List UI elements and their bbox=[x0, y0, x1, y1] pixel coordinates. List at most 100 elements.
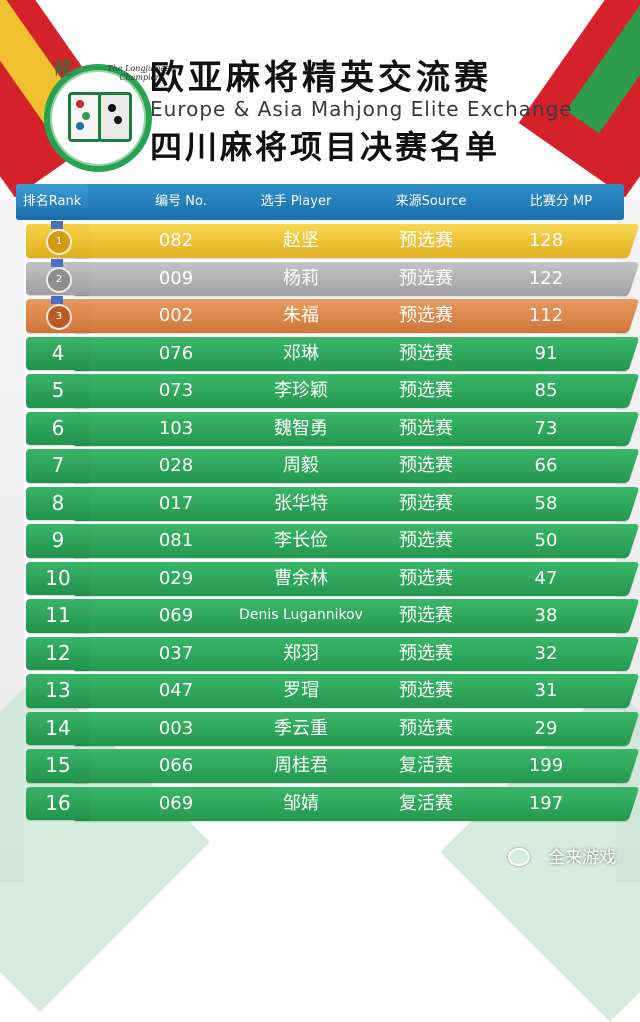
rank-cell: 4 bbox=[26, 336, 90, 370]
cell-player: 李珍颖 bbox=[274, 380, 328, 401]
cell-player: 李长俭 bbox=[274, 530, 328, 551]
cell-source: 预选赛 bbox=[399, 417, 453, 439]
table-row: 11 069 Denis Lugannikov 预选赛 38 bbox=[16, 599, 640, 633]
table-row: 16 069 邹婧 复活赛 197 bbox=[16, 786, 640, 820]
cell-player: 魏智勇 bbox=[274, 417, 328, 439]
cell-mp: 199 bbox=[528, 755, 564, 776]
cell-mp: 91 bbox=[534, 342, 558, 364]
rank-cell: 16 bbox=[26, 786, 90, 820]
cell-mp: 29 bbox=[534, 717, 558, 739]
cell-no: 028 bbox=[158, 455, 194, 476]
cell-no: 017 bbox=[158, 492, 194, 514]
table-row: 7 028 周毅 预选赛 66 bbox=[16, 449, 640, 483]
rank-cell: 11 bbox=[26, 599, 90, 633]
medal-gold-icon: 1 bbox=[46, 229, 72, 255]
cell-no: 082 bbox=[158, 230, 194, 251]
table-row: 6 103 魏智勇 预选赛 73 bbox=[16, 411, 640, 445]
medal-silver-icon: 2 bbox=[46, 266, 72, 293]
page-title: 欧亚麻将精英交流赛 bbox=[150, 58, 492, 98]
cell-mp: 58 bbox=[534, 492, 558, 514]
cell-player: 郑羽 bbox=[283, 642, 319, 664]
rank-cell: 14 bbox=[26, 711, 90, 745]
cell-source: 预选赛 bbox=[399, 230, 453, 251]
cell-mp: 47 bbox=[534, 567, 558, 589]
medal-ribbon bbox=[51, 221, 63, 229]
logo-caption: The Longjumest Champion bbox=[107, 64, 173, 82]
table-row: 15 066 周桂君 复活赛 199 bbox=[16, 749, 640, 783]
cell-mp: 112 bbox=[528, 305, 564, 326]
cell-no: 066 bbox=[158, 755, 194, 776]
table-row: 13 047 罗瑁 预选赛 31 bbox=[16, 674, 640, 708]
cell-mp: 128 bbox=[528, 230, 564, 251]
rank-cell: 10 bbox=[26, 561, 90, 595]
table-row: 5 073 李珍颖 预选赛 85 bbox=[16, 374, 640, 408]
cell-player: 周桂君 bbox=[274, 755, 328, 776]
cell-mp: 50 bbox=[534, 530, 558, 551]
column-header-rank: 排名Rank bbox=[22, 194, 82, 209]
column-header-mp: 比赛分 MP bbox=[529, 194, 593, 209]
table-row: 14 003 季云重 预选赛 29 bbox=[16, 711, 640, 745]
event-logo bbox=[44, 64, 152, 172]
cell-source: 预选赛 bbox=[399, 380, 453, 401]
cell-no: 073 bbox=[158, 380, 194, 401]
cell-mp: 197 bbox=[528, 792, 564, 814]
cell-source: 预选赛 bbox=[399, 680, 453, 701]
cell-player: 张华特 bbox=[274, 492, 328, 514]
medal-ribbon bbox=[51, 296, 63, 304]
column-header-source: 来源Source bbox=[395, 194, 467, 209]
rank-cell: 9 bbox=[26, 524, 90, 558]
rank-cell: 8 bbox=[26, 486, 90, 520]
medal-ribbon bbox=[51, 258, 63, 267]
wechat-icon bbox=[508, 848, 530, 866]
cell-no: 002 bbox=[158, 305, 194, 326]
table-row: 1 082 赵坚 预选赛 128 bbox=[16, 221, 640, 258]
cell-no: 029 bbox=[158, 567, 194, 589]
cell-source: 预选赛 bbox=[399, 530, 453, 551]
cell-source: 复活赛 bbox=[399, 755, 453, 776]
cell-mp: 73 bbox=[534, 417, 558, 439]
page-title-english: Europe & Asia Mahjong Elite Exchange bbox=[150, 97, 573, 121]
page-subtitle: 四川麻将项目决赛名单 bbox=[150, 128, 501, 166]
table-row: 4 076 邓琳 预选赛 91 bbox=[16, 336, 640, 370]
cell-player: Denis Lugannikov bbox=[239, 607, 363, 623]
cell-source: 预选赛 bbox=[399, 605, 453, 626]
cell-no: 076 bbox=[158, 342, 194, 364]
rank-cell: 13 bbox=[26, 674, 90, 708]
dragon-icon: 龍 bbox=[54, 58, 72, 79]
cell-player: 罗瑁 bbox=[283, 680, 319, 701]
cell-no: 103 bbox=[158, 417, 194, 439]
cell-player: 季云重 bbox=[274, 717, 328, 739]
cell-mp: 66 bbox=[534, 455, 558, 476]
cell-player: 邓琳 bbox=[283, 342, 319, 364]
cell-source: 复活赛 bbox=[399, 792, 453, 814]
rank-cell: 5 bbox=[26, 374, 90, 408]
table-row: 3 002 朱福 预选赛 112 bbox=[16, 296, 640, 333]
cell-source: 预选赛 bbox=[399, 642, 453, 664]
cell-no: 037 bbox=[158, 642, 194, 664]
cell-mp: 32 bbox=[534, 642, 558, 664]
rank-cell: 15 bbox=[26, 749, 90, 783]
cell-no: 047 bbox=[158, 680, 194, 701]
cell-source: 预选赛 bbox=[399, 305, 453, 326]
cell-source: 预选赛 bbox=[399, 567, 453, 589]
rank-cell: 7 bbox=[26, 449, 90, 483]
cell-player: 邹婧 bbox=[283, 792, 319, 814]
column-header-player: 选手 Player bbox=[260, 194, 332, 209]
cell-mp: 31 bbox=[534, 680, 558, 701]
cell-player: 赵坚 bbox=[283, 230, 319, 251]
cell-source: 预选赛 bbox=[399, 342, 453, 364]
table-row: 10 029 曹余林 预选赛 47 bbox=[16, 561, 640, 595]
cell-source: 预选赛 bbox=[399, 455, 453, 476]
column-header-no: 编号 No. bbox=[155, 194, 207, 209]
cell-player: 杨莉 bbox=[283, 267, 319, 289]
table-row: 8 017 张华特 预选赛 58 bbox=[16, 486, 640, 520]
cell-no: 003 bbox=[158, 717, 194, 739]
mahjong-tiles-icon bbox=[68, 92, 132, 142]
ranking-table: 1 082 赵坚 预选赛 128 2 009 杨莉 预选赛 122 3 002 朱福 预选赛 112 4 076… bbox=[16, 221, 640, 824]
rank-cell: 12 bbox=[26, 636, 90, 670]
cell-no: 009 bbox=[158, 267, 194, 289]
cell-source: 预选赛 bbox=[399, 492, 453, 514]
cell-no: 069 bbox=[158, 792, 194, 814]
cell-mp: 38 bbox=[534, 605, 558, 626]
cell-player: 周毅 bbox=[283, 455, 319, 476]
